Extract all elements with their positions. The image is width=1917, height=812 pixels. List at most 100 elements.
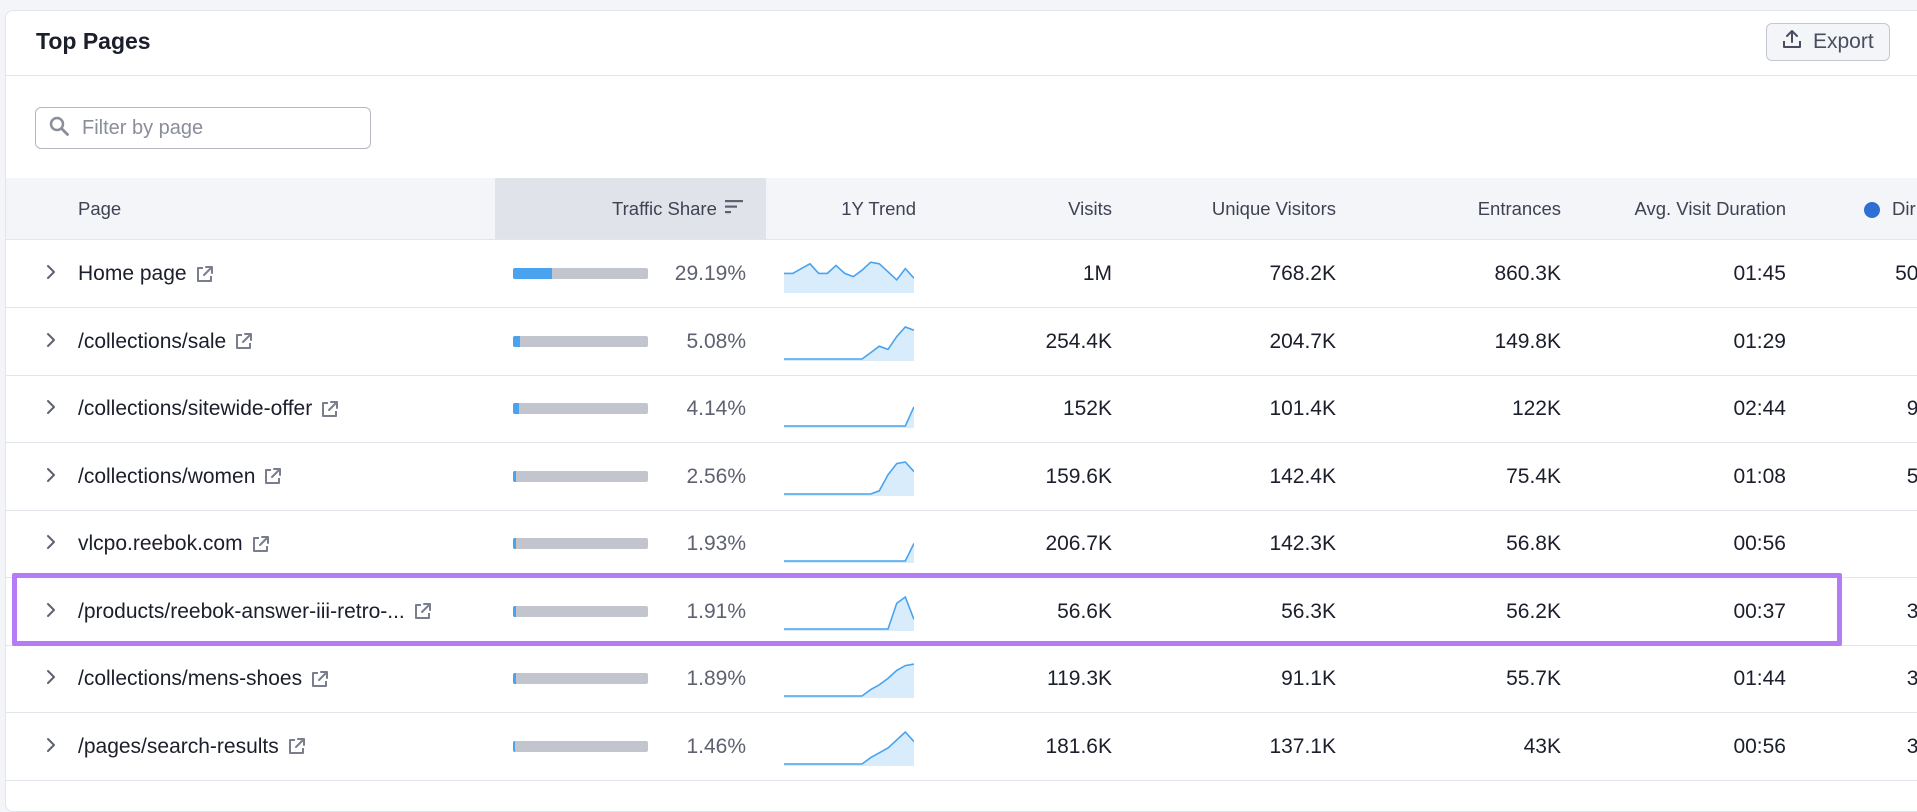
- page-cell: /collections/mens-shoes: [78, 645, 330, 712]
- traffic-share-bar: [513, 470, 648, 482]
- traffic-share-value: 4.14%: [686, 397, 746, 420]
- page-link[interactable]: /collections/sale: [78, 329, 227, 353]
- trend-sparkline: [784, 261, 914, 293]
- sparkline-area: [784, 326, 914, 361]
- traffic-share-bar: [513, 740, 648, 752]
- sparkline-area: [784, 731, 914, 766]
- trend-sparkline: [784, 663, 914, 698]
- table-row[interactable]: vlcpo.reebok.com 1.93% 206.7K 142.3K 56.…: [6, 510, 1917, 578]
- visits-value: 159.6K: [1045, 464, 1112, 488]
- external-link-icon[interactable]: [287, 736, 307, 756]
- trend-sparkline: [784, 406, 914, 428]
- column-entrances[interactable]: Entrances: [1477, 198, 1561, 219]
- page-link[interactable]: /products/reebok-answer-iii-retro-...: [78, 599, 405, 623]
- sparkline-line: [784, 543, 914, 562]
- table-row[interactable]: /pages/search-results 1.46% 181.6K 137.1…: [6, 713, 1917, 781]
- entrances-value: 55.7K: [1506, 667, 1561, 690]
- unique-visitors-value: 137.1K: [1269, 734, 1336, 758]
- table-row[interactable]: Home page 29.19% 1M 768.2K 860.3K 01:45 …: [6, 240, 1917, 308]
- direct-value: 57.: [1876, 443, 1917, 510]
- entrances-value: 43K: [1523, 734, 1561, 758]
- direct-value: 501.: [1895, 262, 1917, 285]
- filter-by-page-field[interactable]: [35, 107, 371, 149]
- export-button[interactable]: Export: [1766, 23, 1890, 61]
- chevron-right-icon[interactable]: [44, 397, 58, 417]
- table-header: Page Traffic Share 1Y Trend Visits Uniqu…: [6, 178, 1917, 240]
- external-link-icon[interactable]: [310, 669, 330, 689]
- sparkline-area: [784, 406, 914, 428]
- chevron-right-icon[interactable]: [44, 667, 58, 687]
- filter-input[interactable]: [80, 115, 354, 141]
- page-cell: /collections/sale: [78, 308, 254, 375]
- table-row[interactable]: /products/reebok-answer-iii-retro-... 1.…: [6, 578, 1917, 646]
- entrances-value: 122K: [1511, 397, 1561, 420]
- page-cell: /pages/search-results: [78, 713, 307, 780]
- page-link[interactable]: /collections/mens-shoes: [78, 667, 303, 690]
- page-cell: vlcpo.reebok.com: [78, 510, 271, 577]
- traffic-share-bar: [513, 335, 648, 347]
- direct-value: 36.: [1876, 578, 1917, 645]
- direct-legend-dot: [1864, 202, 1880, 219]
- column-unique-visitors[interactable]: Unique Visitors: [1211, 198, 1336, 219]
- column-traffic-share[interactable]: Traffic Share: [612, 178, 743, 239]
- external-link-icon[interactable]: [263, 466, 283, 486]
- visits-value: 206.7K: [1045, 532, 1112, 555]
- page-link[interactable]: /collections/women: [78, 464, 256, 488]
- chevron-right-icon[interactable]: [44, 330, 58, 350]
- table-row[interactable]: /collections/sitewide-offer 4.14% 152K 1…: [6, 375, 1917, 443]
- table-row[interactable]: /collections/mens-shoes 1.89% 119.3K 91.…: [6, 645, 1917, 713]
- visits-value: 1M: [1082, 262, 1112, 285]
- traffic-share-bar-fill: [513, 470, 517, 482]
- sparkline-line: [784, 325, 914, 360]
- external-link-icon[interactable]: [251, 534, 271, 554]
- page-cell: /collections/sitewide-offer: [78, 375, 340, 442]
- column-avg-visit-duration[interactable]: Avg. Visit Duration: [1634, 198, 1786, 219]
- avg-visit-duration-value: 01:29: [1733, 329, 1786, 353]
- page-link[interactable]: vlcpo.reebok.com: [78, 532, 243, 555]
- sparkline-line: [784, 406, 914, 427]
- search-icon: [48, 115, 70, 142]
- column-direct[interactable]: Dir: [1864, 178, 1916, 239]
- direct-label: Dir: [1892, 198, 1916, 219]
- external-link-icon[interactable]: [195, 264, 215, 284]
- table-row[interactable]: /collections/women 2.56% 159.6K 142.4K 7…: [6, 443, 1917, 511]
- sparkline-line: [784, 663, 914, 697]
- export-label: Export: [1813, 30, 1874, 53]
- chevron-right-icon[interactable]: [44, 465, 58, 485]
- traffic-share-bar-fill: [513, 538, 516, 549]
- chevron-right-icon[interactable]: [44, 735, 58, 755]
- page-link[interactable]: Home page: [78, 262, 187, 285]
- top-pages-card: Top Pages Export Page Traffic Share: [5, 10, 1917, 812]
- traffic-share-bar: [513, 403, 648, 414]
- traffic-share-label: Traffic Share: [612, 198, 717, 219]
- chevron-right-icon[interactable]: [44, 600, 58, 620]
- visits-value: 254.4K: [1045, 329, 1112, 353]
- column-visits[interactable]: Visits: [1068, 198, 1112, 219]
- page-link[interactable]: /pages/search-results: [78, 734, 279, 758]
- traffic-share-bar: [513, 605, 648, 617]
- traffic-share-bar-fill: [513, 673, 516, 684]
- chevron-right-icon[interactable]: [44, 262, 58, 282]
- entrances-value: 75.4K: [1506, 464, 1561, 488]
- chevron-right-icon[interactable]: [44, 532, 58, 552]
- table-row[interactable]: /collections/sale 5.08% 254.4K 204.7K 14…: [6, 308, 1917, 376]
- sparkline-area: [784, 543, 914, 563]
- trend-sparkline: [784, 325, 914, 361]
- page-cell: Home page: [78, 240, 215, 307]
- unique-visitors-value: 142.4K: [1269, 464, 1336, 488]
- avg-visit-duration-value: 01:08: [1733, 464, 1786, 488]
- trend-sparkline: [784, 595, 914, 631]
- external-link-icon[interactable]: [234, 331, 254, 351]
- traffic-share-value: 29.19%: [674, 262, 746, 285]
- entrances-value: 860.3K: [1494, 262, 1561, 285]
- unique-visitors-value: 101.4K: [1269, 397, 1336, 420]
- upload-icon: [1781, 28, 1803, 56]
- external-link-icon[interactable]: [413, 601, 433, 621]
- visits-value: 152K: [1062, 397, 1112, 420]
- visits-value: 119.3K: [1047, 667, 1112, 690]
- sparkline-area: [784, 596, 914, 631]
- unique-visitors-value: 56.3K: [1281, 599, 1336, 623]
- column-page[interactable]: Page: [78, 198, 122, 219]
- page-link[interactable]: /collections/sitewide-offer: [78, 397, 313, 420]
- external-link-icon[interactable]: [320, 399, 340, 419]
